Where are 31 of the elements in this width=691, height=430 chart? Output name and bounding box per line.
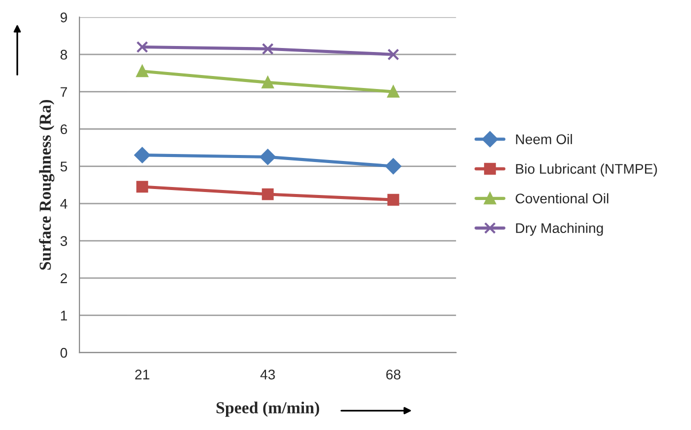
point	[136, 41, 148, 53]
y-tick-label: 4	[60, 199, 68, 209]
x-axis-title: Speed (m/min)	[216, 402, 320, 417]
y-tick-label: 1	[60, 310, 67, 320]
point	[262, 76, 274, 88]
y-tick-label: 0	[60, 348, 68, 358]
y-tick-label: 3	[60, 236, 68, 246]
y-tick-label: 8	[60, 50, 68, 60]
y-tick-label: 6	[60, 124, 68, 134]
point	[136, 180, 148, 193]
y-axis-title: Surface Roughness (Ra)	[38, 100, 54, 270]
point	[387, 86, 400, 98]
point	[136, 65, 148, 78]
y-tick-label: 5	[60, 162, 68, 172]
point	[385, 158, 402, 174]
point	[134, 147, 150, 164]
point	[387, 194, 400, 206]
y-tick-label: 7	[60, 87, 67, 97]
legend-label: Coventional Oil	[516, 193, 608, 204]
legend-label: Dry Machining	[516, 222, 603, 236]
point	[260, 149, 276, 165]
x-tick-label: 68	[386, 370, 400, 380]
y-tick-label: 9	[60, 12, 67, 22]
point	[387, 48, 400, 60]
x-tick-label: 21	[135, 370, 150, 380]
legend-label: Neem Oil	[516, 134, 572, 144]
x-tick-label: 43	[260, 370, 275, 380]
point	[262, 188, 274, 200]
y-tick-label: 2	[60, 273, 67, 284]
legend-label: Bio Lubricant (NTMPE)	[516, 164, 657, 177]
point	[262, 42, 274, 55]
